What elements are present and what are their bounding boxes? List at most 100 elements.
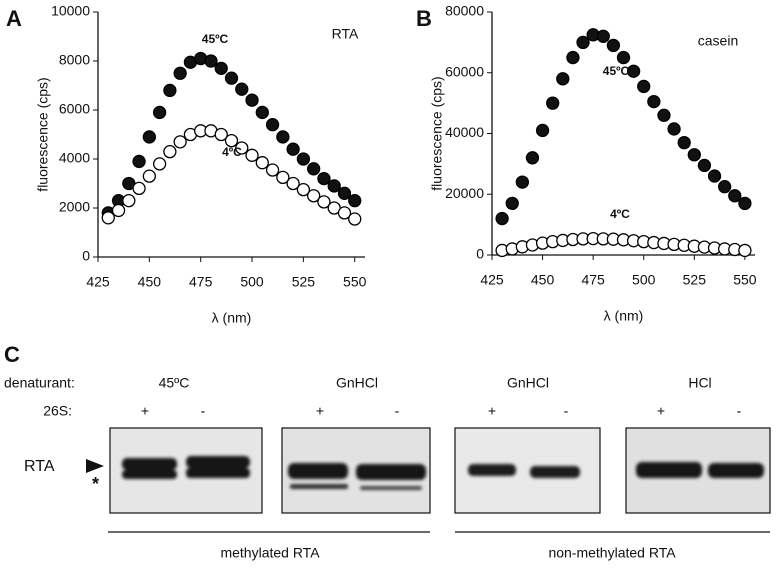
data-point (687, 148, 701, 162)
annotation: casein (698, 33, 738, 49)
data-point (286, 176, 300, 191)
lane-label: + (488, 403, 496, 419)
data-point (556, 72, 570, 86)
data-point (667, 122, 681, 136)
x-tick-label: 550 (733, 272, 757, 288)
data-point (163, 144, 177, 159)
data-point (515, 175, 529, 189)
data-point (647, 94, 661, 109)
denaturant: GnHCl (336, 375, 378, 391)
data-point (348, 193, 362, 208)
data-point (677, 135, 691, 150)
x-tick-label: 425 (480, 272, 504, 288)
data-point (163, 83, 177, 98)
lane-label: - (564, 403, 569, 419)
lane-label: - (737, 403, 742, 419)
data-point (245, 93, 259, 107)
y-tick-label: 0 (82, 248, 90, 264)
data-point (525, 151, 540, 165)
x-tick-label: 525 (683, 272, 707, 288)
panel-label: B (416, 6, 432, 31)
x-tick-label: 450 (531, 272, 555, 288)
data-point (235, 82, 249, 96)
data-point (173, 135, 187, 149)
y-axis-label: fluorescence (cps) (35, 77, 51, 191)
y-tick-label: 60000 (445, 63, 484, 79)
protein-label: RTA (24, 458, 55, 475)
panel-label: A (6, 6, 22, 31)
gel (454, 427, 601, 514)
data-point (576, 35, 590, 50)
gel (281, 427, 431, 514)
data-point (606, 38, 621, 53)
data-point (738, 243, 752, 258)
data-point (276, 130, 290, 144)
x-tick-label: 500 (240, 274, 264, 290)
panel-label: C (4, 342, 20, 367)
annotation: 45ºC (603, 64, 630, 78)
data-point (152, 105, 167, 120)
x-tick-label: 450 (138, 274, 162, 290)
data-point (265, 163, 280, 177)
y-tick-label: 80000 (445, 3, 484, 19)
data-point (495, 211, 509, 226)
annotation: 4ºC (610, 207, 630, 221)
row-label: 26S: (43, 403, 72, 419)
data-point (337, 206, 352, 220)
data-point (276, 170, 290, 185)
denaturant: 45ºC (159, 375, 190, 391)
data-point (255, 105, 269, 120)
lane-label: + (657, 403, 665, 419)
y-tick-label: 8000 (59, 52, 90, 68)
data-point (152, 157, 167, 171)
x-tick-label: 425 (86, 274, 110, 290)
marker-label: * (92, 474, 99, 494)
data-point (235, 141, 249, 155)
data-point (296, 182, 311, 197)
lane-label: + (316, 403, 324, 419)
data-point (348, 212, 362, 226)
x-axis-label: λ (nm) (212, 310, 252, 326)
arrow (86, 459, 104, 473)
data-point (101, 211, 115, 225)
denaturant: HCl (688, 375, 711, 391)
y-tick-label: 2000 (59, 199, 90, 215)
data-point (657, 108, 671, 122)
y-tick-label: 40000 (445, 124, 484, 140)
data-point (122, 193, 136, 208)
data-point (224, 133, 239, 148)
annotation: RTA (332, 26, 359, 42)
x-tick-label: 475 (189, 274, 213, 290)
data-point (596, 29, 610, 43)
data-point (307, 162, 321, 176)
data-point (142, 130, 156, 144)
x-tick-label: 475 (581, 272, 605, 288)
gel (625, 427, 771, 514)
data-point (286, 142, 300, 156)
y-tick-label: 10000 (51, 3, 90, 19)
data-point (214, 127, 228, 142)
data-point (204, 54, 218, 68)
x-tick-label: 500 (632, 272, 656, 288)
data-point (738, 196, 752, 211)
x-axis-label: λ (nm) (604, 308, 644, 324)
denaturant-label: denaturant: (4, 375, 75, 391)
group-label: non-methylated RTA (548, 545, 676, 561)
gel (109, 427, 263, 514)
data-point (111, 203, 126, 218)
data-point (317, 195, 331, 209)
y-tick-label: 6000 (59, 101, 90, 117)
annotation: 4ºC (222, 145, 242, 159)
data-point (173, 66, 187, 80)
data-point (626, 64, 641, 78)
data-point (296, 152, 311, 166)
data-point (637, 79, 651, 94)
data-point (132, 154, 146, 169)
data-point (224, 71, 239, 85)
denaturant: GnHCl (507, 375, 549, 391)
data-point (265, 118, 280, 132)
data-point (142, 169, 156, 183)
data-point (616, 50, 631, 65)
data-point (718, 180, 732, 194)
